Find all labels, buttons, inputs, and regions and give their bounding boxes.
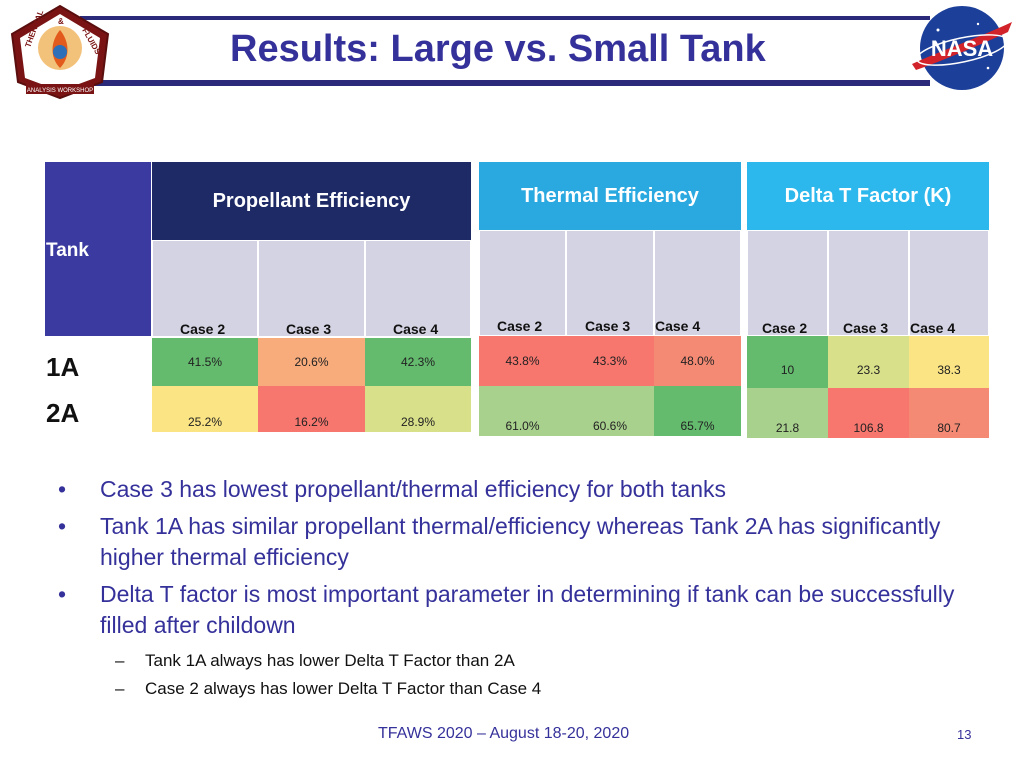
header-top-line	[80, 16, 930, 20]
sub-bullet-item: – Tank 1A always has lower Delta T Facto…	[58, 647, 958, 675]
thermal-2a-case3: 60.6%	[566, 386, 654, 436]
grey-cell	[747, 230, 828, 336]
case-label: Case 3	[843, 320, 889, 336]
thermal-1a-case4: 48.0%	[654, 336, 741, 386]
footer-text: TFAWS 2020 – August 18-20, 2020	[378, 725, 630, 742]
dash-icon: –	[115, 651, 125, 670]
dash-icon: –	[115, 679, 125, 698]
svg-text:NASA: NASA	[931, 36, 993, 61]
propellant-2a-case2: 25.2%	[152, 386, 258, 432]
delta-1a-case3: 23.3	[828, 336, 909, 388]
bullet-dot-icon: •	[58, 581, 67, 607]
thermal-efficiency-header: Thermal Efficiency	[479, 162, 741, 230]
case-label: Case 4	[393, 321, 439, 337]
grey-cell	[909, 230, 989, 336]
row-label-1a: 1A	[46, 352, 80, 382]
grey-cell	[479, 230, 566, 336]
delta-1a-case4: 38.3	[909, 336, 989, 388]
header-bottom-line	[80, 80, 930, 86]
bullet-list: • Case 3 has lowest propellant/thermal e…	[58, 474, 958, 703]
sub-bullet-item: – Case 2 always has lower Delta T Factor…	[58, 675, 958, 703]
delta-t-factor-header: Delta T Factor (K)	[747, 162, 989, 230]
thermal-2a-case2: 61.0%	[479, 386, 566, 436]
grey-cell	[152, 240, 258, 337]
thermal-2a-case4: 65.7%	[654, 386, 741, 436]
row-label-2a: 2A	[46, 398, 80, 428]
tfaws-logo: THERMAL & FLUIDS ANALYSIS WORKSHOP	[4, 2, 116, 100]
case-label: Case 2	[762, 320, 808, 336]
bullet-item: • Case 3 has lowest propellant/thermal e…	[58, 474, 958, 505]
case-label: Case 4	[910, 320, 956, 336]
propellant-1a-case4: 42.3%	[365, 338, 471, 386]
bullet-dot-icon: •	[58, 476, 67, 502]
case-label: Case 3	[286, 321, 332, 337]
tank-header-label: Tank	[46, 240, 89, 261]
thermal-1a-case3: 43.3%	[566, 336, 654, 386]
svg-text:&: &	[58, 17, 64, 26]
case-label: Case 2	[180, 321, 226, 337]
case-label: Case 4	[655, 318, 701, 334]
slide-title: Results: Large vs. Small Tank	[230, 28, 766, 70]
grey-cell	[654, 230, 741, 336]
grey-cell	[566, 230, 654, 336]
delta-2a-case3: 106.8	[828, 388, 909, 438]
bullet-item: • Delta T factor is most important param…	[58, 581, 955, 638]
svg-text:ANALYSIS WORKSHOP: ANALYSIS WORKSHOP	[27, 88, 93, 94]
propellant-1a-case2: 41.5%	[152, 338, 258, 386]
case-label: Case 2	[497, 318, 543, 334]
propellant-1a-case3: 20.6%	[258, 338, 365, 386]
thermal-1a-case2: 43.8%	[479, 336, 566, 386]
delta-1a-case2: 10	[747, 336, 828, 388]
propellant-2a-case3: 16.2%	[258, 386, 365, 432]
page-number: 13	[957, 727, 972, 742]
grey-cell	[828, 230, 909, 336]
tank-header-cell	[45, 162, 151, 336]
delta-2a-case2: 21.8	[747, 388, 828, 438]
case-label: Case 3	[585, 318, 631, 334]
propellant-2a-case4: 28.9%	[365, 386, 471, 432]
bullet-item: • Tank 1A has similar propellant thermal…	[58, 513, 941, 570]
grey-cell	[258, 240, 365, 337]
delta-2a-case4: 80.7	[909, 388, 989, 438]
nasa-logo: NASA	[908, 2, 1016, 94]
propellant-efficiency-header: Propellant Efficiency	[152, 162, 471, 240]
bullet-dot-icon: •	[58, 513, 67, 539]
grey-cell	[365, 240, 471, 337]
